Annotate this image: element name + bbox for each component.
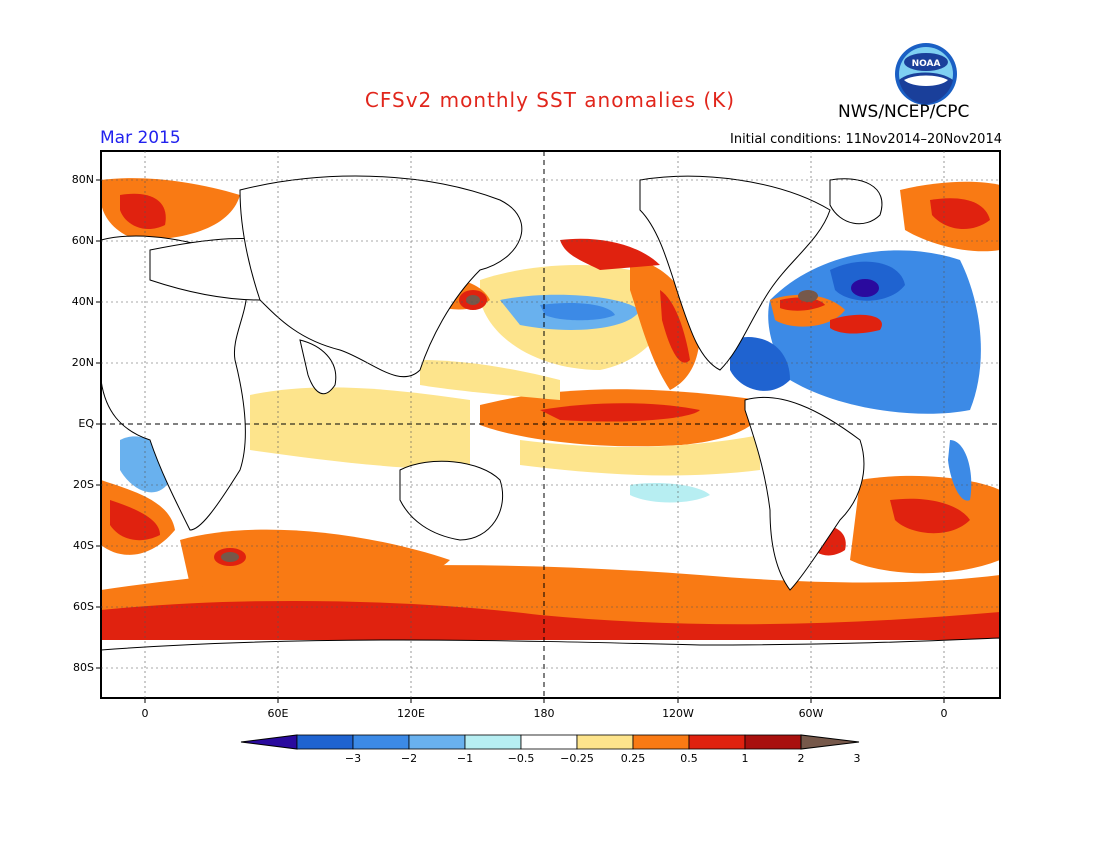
colorbar-box (632, 734, 690, 750)
lat-label: 60S (73, 600, 94, 613)
lat-label: 60N (71, 234, 94, 247)
reference-lines (101, 151, 1000, 698)
lon-label: 60E (267, 707, 289, 720)
lon-label: 120E (397, 707, 425, 720)
initial-conditions: Initial conditions: 11Nov2014–20Nov2014 (730, 132, 1002, 147)
colorbar-label: 0.5 (680, 752, 698, 765)
colorbar-label: −3 (344, 752, 362, 765)
lat-label: 20S (73, 478, 94, 491)
lon-label: 0 (141, 707, 149, 720)
continents (101, 175, 1000, 698)
colorbar-box (296, 734, 354, 750)
colorbar-box (688, 734, 746, 750)
agency-label: NWS/NCEP/CPC (838, 102, 970, 122)
lon-label: 180 (533, 707, 555, 720)
colorbar-label: −1 (456, 752, 474, 765)
colorbar-box (576, 734, 634, 750)
colorbar-box (464, 734, 522, 750)
lon-label: 0 (940, 707, 948, 720)
colorbar-low-triangle (240, 734, 298, 750)
colorbar-box (744, 734, 802, 750)
colorbar-label: 2 (797, 752, 805, 765)
colorbar-label: 0.25 (620, 752, 646, 765)
colorbar-label: 3 (853, 752, 861, 765)
noaa-logo: NOAA (895, 43, 957, 105)
svg-text:NOAA: NOAA (912, 59, 941, 69)
chart-title: CFSv2 monthly SST anomalies (K) (364, 88, 736, 112)
colorbar-label: −0.25 (560, 752, 594, 765)
colorbar-label: −0.5 (507, 752, 535, 765)
lat-label: 40S (73, 539, 94, 552)
lat-label: 80S (73, 661, 94, 674)
colorbar (240, 734, 860, 750)
forecast-month: Mar 2015 (100, 128, 181, 148)
lon-label: 60W (798, 707, 824, 720)
colorbar-box (408, 734, 466, 750)
lat-label: 20N (71, 356, 94, 369)
colorbar-label: −2 (400, 752, 418, 765)
colorbar-high-triangle (800, 734, 860, 750)
lat-label: 80N (71, 173, 94, 186)
tick-marks (96, 179, 945, 703)
colorbar-box (520, 734, 578, 750)
gridlines (101, 151, 1000, 698)
colorbar-label: 1 (741, 752, 749, 765)
colorbar-box (352, 734, 410, 750)
lon-label: 120W (662, 707, 694, 720)
lat-label: EQ (78, 417, 94, 430)
lat-label: 40N (71, 295, 94, 308)
